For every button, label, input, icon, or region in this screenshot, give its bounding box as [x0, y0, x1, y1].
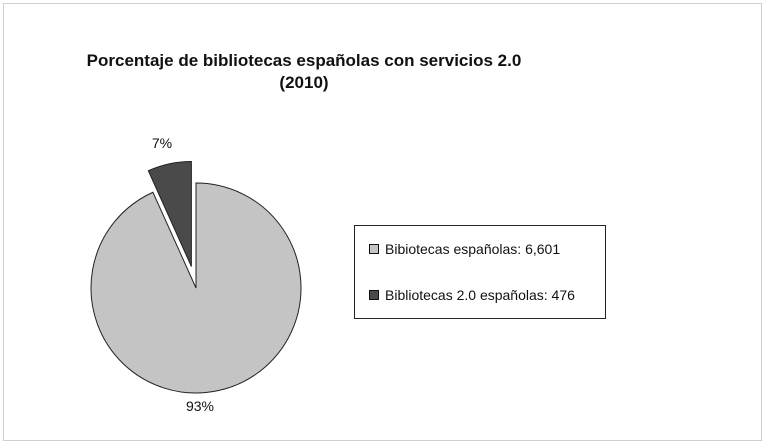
legend-swatch-bibiotecas-espanolas [369, 244, 379, 254]
chart-title: Porcentaje de bibliotecas españolas con … [24, 50, 584, 94]
legend-swatch-bibliotecas-2-0 [369, 290, 379, 300]
pie-label-93-percent: 93% [186, 398, 214, 414]
pie-slice-bibiotecas-espanolas [90, 182, 302, 394]
pie-slice-bibliotecas-2-0 [147, 160, 192, 267]
legend-item-bibiotecas-espanolas: Bibiotecas españolas: 6,601 [369, 241, 560, 257]
pie-label-7-percent: 7% [152, 135, 172, 151]
chart-title-line-2: (2010) [279, 73, 329, 92]
chart-title-line-1: Porcentaje de bibliotecas españolas con … [86, 51, 522, 70]
legend: Bibiotecas españolas: 6,601 Bibliotecas … [354, 225, 606, 319]
legend-item-bibliotecas-2-0: Bibliotecas 2.0 españolas: 476 [369, 287, 575, 303]
legend-label-bibiotecas-espanolas: Bibiotecas españolas: 6,601 [385, 241, 561, 257]
legend-label-bibliotecas-2-0: Bibliotecas 2.0 españolas: 476 [385, 287, 575, 303]
